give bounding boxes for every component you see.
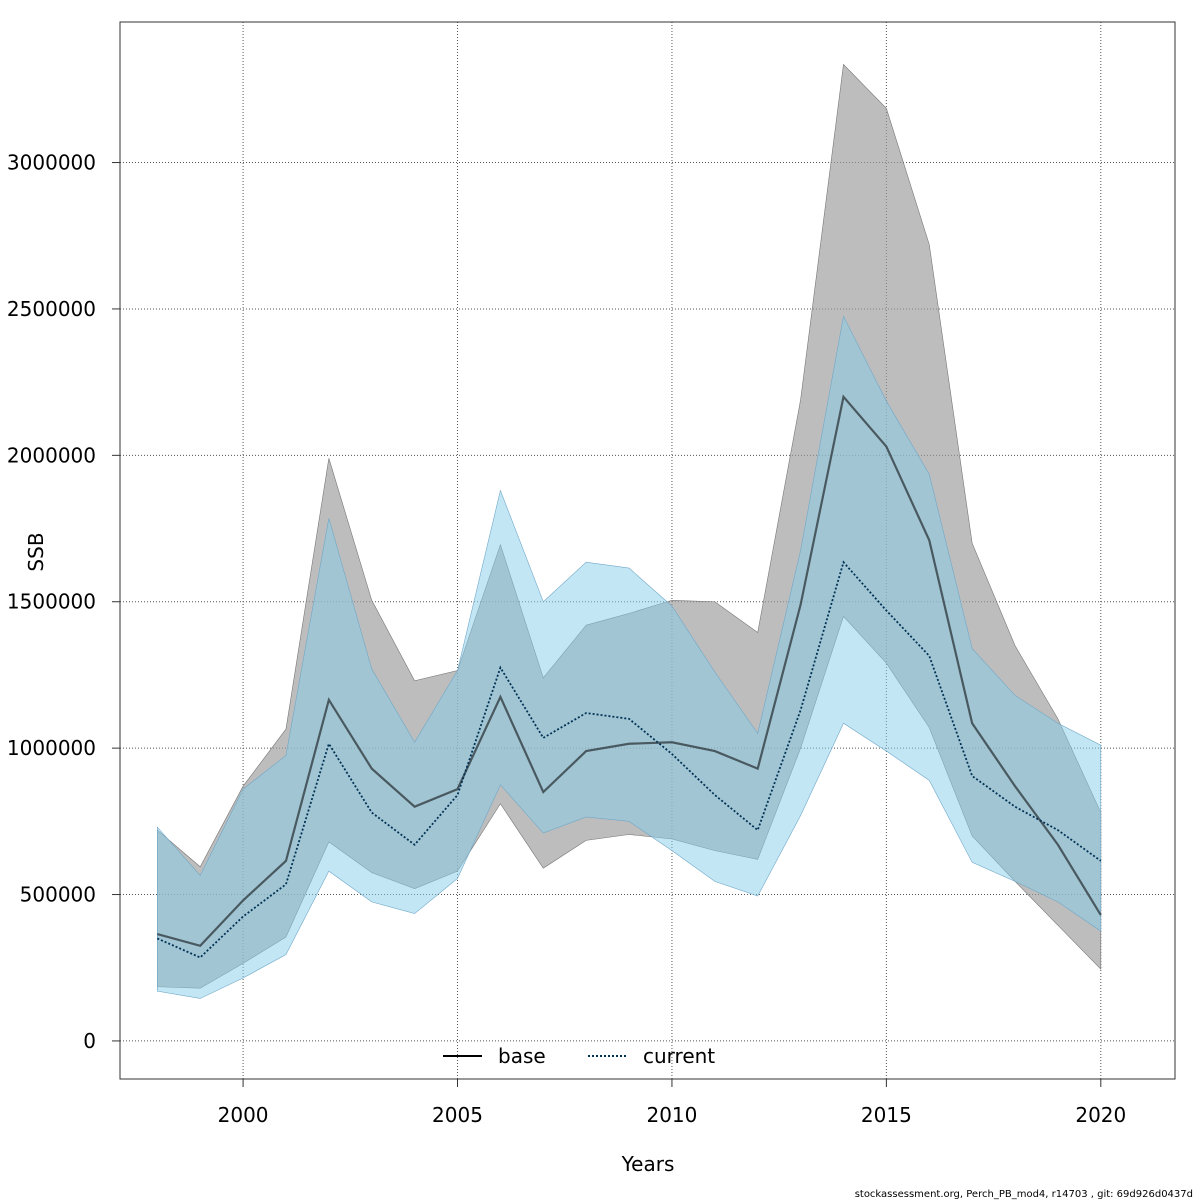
band-current — [157, 315, 1102, 999]
y-tick-label: 2000000 — [7, 443, 96, 467]
x-tick-label: 2010 — [646, 1103, 697, 1127]
x-axis-label: Years — [621, 1152, 675, 1176]
y-tick-label: 0 — [83, 1029, 96, 1053]
x-tick-label: 2005 — [432, 1103, 483, 1127]
axes: 2000 2005 2010 2015 2020 0 500000 1000000 150000… — [7, 151, 1126, 1127]
y-tick-label: 1500000 — [7, 590, 96, 614]
line-current — [156, 560, 1102, 959]
confidence-bands — [157, 63, 1102, 999]
x-tick-label: 2015 — [861, 1103, 912, 1127]
y-tick-label: 2500000 — [7, 297, 96, 321]
legend-base-label: base — [498, 1044, 546, 1068]
y-tick-label: 500000 — [20, 883, 96, 907]
footer-caption: stockassessment.org, Perch_PB_mod4, r147… — [855, 1189, 1193, 1200]
legend-current-label: current — [643, 1044, 715, 1068]
line-base — [157, 394, 1102, 948]
y-axis-label: SSB — [24, 532, 48, 571]
y-tick-label: 1000000 — [7, 736, 96, 760]
x-tick-label: 2020 — [1075, 1103, 1126, 1127]
x-tick-label: 2000 — [218, 1103, 269, 1127]
y-tick-label: 3000000 — [7, 151, 96, 175]
series-lines — [156, 394, 1102, 959]
legend: base current — [443, 1044, 715, 1068]
